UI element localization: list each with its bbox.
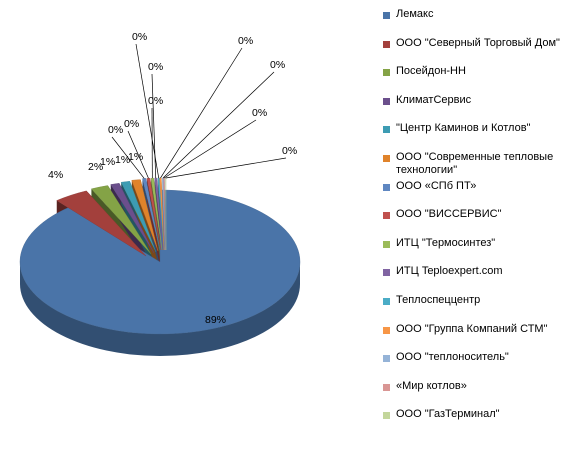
legend-label: ИТЦ Teploexpert.com [396,265,503,278]
legend-label: ООО «СПб ПТ» [396,179,477,192]
pie-slices [19,177,301,335]
label-leader-line [160,47,243,179]
pie-slice [120,181,157,253]
legend-label: ООО "Группа Компаний СТМ" [396,322,548,335]
legend-label: ООО "Северный Торговый Дом" [396,36,560,49]
data-label: 0% [132,31,147,43]
pie-slice [142,178,161,251]
label-leader-line [163,119,257,179]
data-label: 1% [128,151,143,163]
data-label: 0% [238,35,253,47]
pie-slice [110,183,155,254]
data-label: 4% [48,169,63,181]
data-label: 0% [124,118,139,130]
legend-swatch [383,297,390,305]
legend-item: Лемакс [383,8,579,37]
data-label: 0% [252,107,267,119]
pie-slice [56,190,147,257]
legend-swatch [383,12,390,19]
data-label: 89% [205,314,226,326]
label-leader-line [127,130,149,179]
legend-item: «Мир котлов» [383,380,579,409]
pie-slice [91,185,152,255]
legend-label: ИТЦ "Термосинтез" [396,236,496,249]
legend-item: ИТЦ Teploexpert.com [383,265,579,294]
data-labels: 89%4%2%1% 1%1%0% 0%0%0%0% 0%0%0%0% [48,31,297,326]
legend-item: ООО "Современные тепловые технологии" [383,151,579,180]
legend-label: Лемакс [396,8,434,20]
legend-label: Посейдон-НН [396,65,466,78]
data-label: 0% [148,95,163,107]
data-label: 1% [115,154,130,166]
chart-legend: Лемакс ООО "Северный Торговый Дом" Посейдо… [383,8,579,437]
legend-item: ООО "Северный Торговый Дом" [383,37,579,66]
data-label: 0% [270,59,285,71]
legend-swatch [383,40,390,48]
data-label: 0% [148,61,163,73]
legend-label: Теплоспеццентр [396,293,481,306]
label-leader-line [135,43,160,179]
label-leader-line [162,71,275,179]
legend-item: ООО "теплоноситель" [383,351,579,380]
legend-label: ООО "ВИССЕРВИС" [396,208,502,221]
legend-swatch [383,126,390,134]
data-label: 0% [282,145,297,157]
pie-slice [159,177,165,251]
legend-item: ООО "ВИССЕРВИС" [383,208,579,237]
legend-item: "Центр Каминов и Котлов" [383,122,579,151]
legend-label: «Мир котлов» [396,379,467,392]
legend-swatch [383,412,390,420]
pie-slice [131,179,159,252]
legend-label: ООО "теплоноситель" [396,351,509,364]
data-label: 1% [100,156,115,168]
label-leader-line [111,136,145,179]
legend-label: КлиматСервис [396,93,472,106]
legend-swatch [383,240,390,248]
legend-swatch [383,269,390,277]
pie-slice [19,189,301,335]
legend-swatch [383,355,390,363]
legend-swatch [383,97,390,105]
legend-item: КлиматСервис [383,94,579,123]
legend-swatch [383,69,390,77]
legend-swatch [383,154,390,162]
pie-slice [146,178,162,251]
legend-swatch [383,383,390,391]
legend-swatch [383,326,390,334]
legend-swatch [383,212,390,220]
legend-label: "Центр Каминов и Котлов" [396,122,531,135]
label-leader-line [151,73,157,179]
pie-slice-wall [20,262,300,356]
data-label: 2% [88,161,103,173]
data-label: 0% [108,124,123,136]
legend-item: ИТЦ "Термосинтез" [383,237,579,266]
legend-item: Посейдон-НН [383,65,579,94]
legend-item: ООО "Группа Компаний СТМ" [383,323,579,352]
legend-swatch [383,183,390,191]
label-leader-line [165,157,287,179]
legend-item: Теплоспеццентр [383,294,579,323]
legend-item: ООО «СПб ПТ» [383,180,579,209]
pie-slice [154,177,164,251]
legend-item: ООО "ГазТерминал" [383,408,579,437]
legend-label: ООО "ГазТерминал" [396,408,500,421]
legend-label: ООО "Современные тепловые технологии" [396,150,554,176]
